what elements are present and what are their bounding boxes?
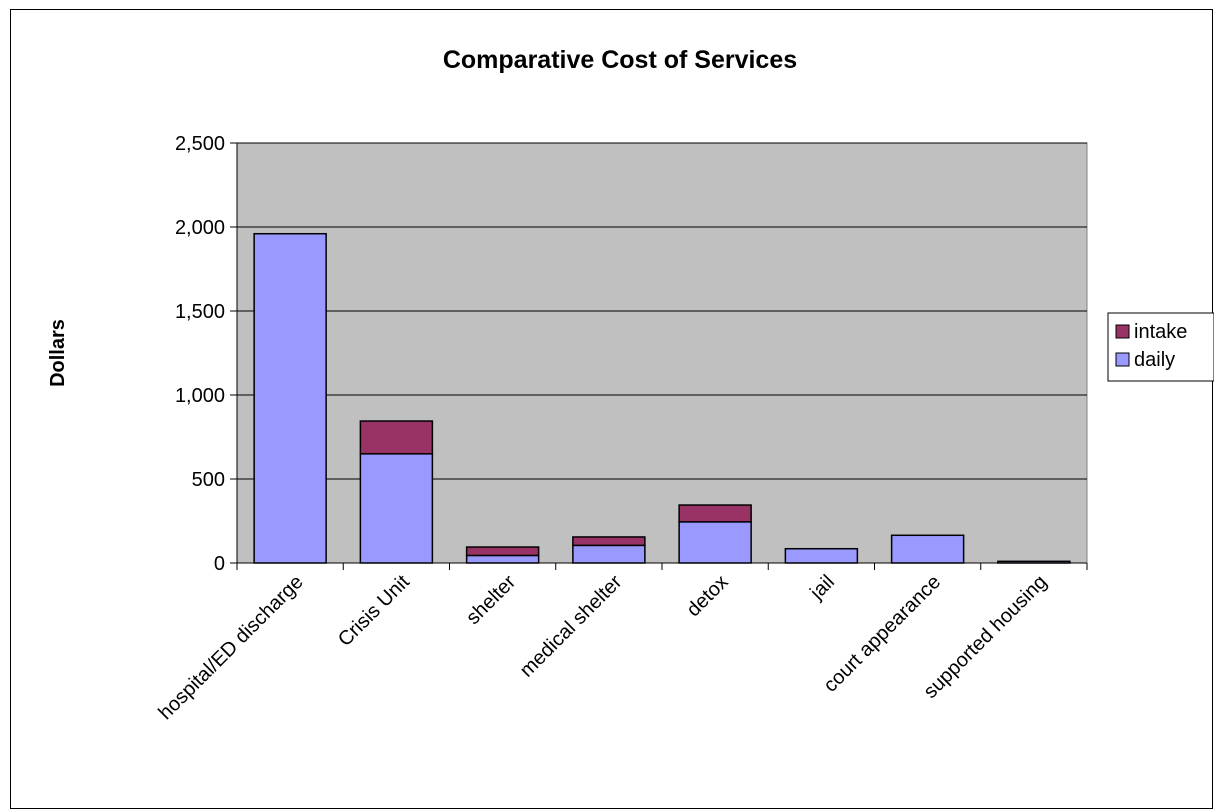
legend-label-daily: daily [1134,349,1175,371]
legend-label-intake: intake [1134,321,1187,343]
legend-box [1107,312,1214,382]
x-tick-label: medical shelter [516,571,627,682]
legend-swatch-daily [1115,352,1130,367]
y-tick-label: 2,000 [175,217,225,239]
bar-intake [678,504,752,523]
y-tick-label: 500 [192,469,225,491]
x-tick-label: hospital/ED discharge [155,571,308,724]
bar-daily [890,534,965,564]
chart-title: Comparative Cost of Services [443,46,797,74]
bar-intake [359,420,434,455]
x-tick-label: Crisis Unit [334,571,414,651]
bar-daily [678,521,752,564]
bar-daily [465,554,540,564]
y-tick-label: 1,500 [175,301,225,323]
bar-daily [997,560,1071,564]
x-tick-label: detox [683,571,733,621]
bar-chart: Comparative Cost of Services Dollars 0 50… [47,46,1214,724]
bar-daily [359,453,434,564]
bar-daily [572,544,646,564]
y-tick-label: 2,500 [175,133,225,155]
legend: intake daily [1107,312,1214,382]
bar-intake [465,546,540,557]
plot-area: 0 500 1,000 1,500 2,000 2,500 hospital/ED disc… [155,133,1088,724]
y-axis-label: Dollars [47,319,69,387]
x-tick-label: court appearance [820,571,946,697]
bar-daily [253,232,327,564]
y-tick-label: 1,000 [175,385,225,407]
y-tick-label: 0 [214,553,225,575]
bar-daily [784,547,859,564]
legend-swatch-intake [1115,324,1130,339]
bar-intake [572,536,646,547]
x-tick-label: jail [805,571,839,605]
x-tick-label: shelter [462,571,520,629]
chart-frame: Comparative Cost of Services Dollars 0 50… [10,9,1214,809]
